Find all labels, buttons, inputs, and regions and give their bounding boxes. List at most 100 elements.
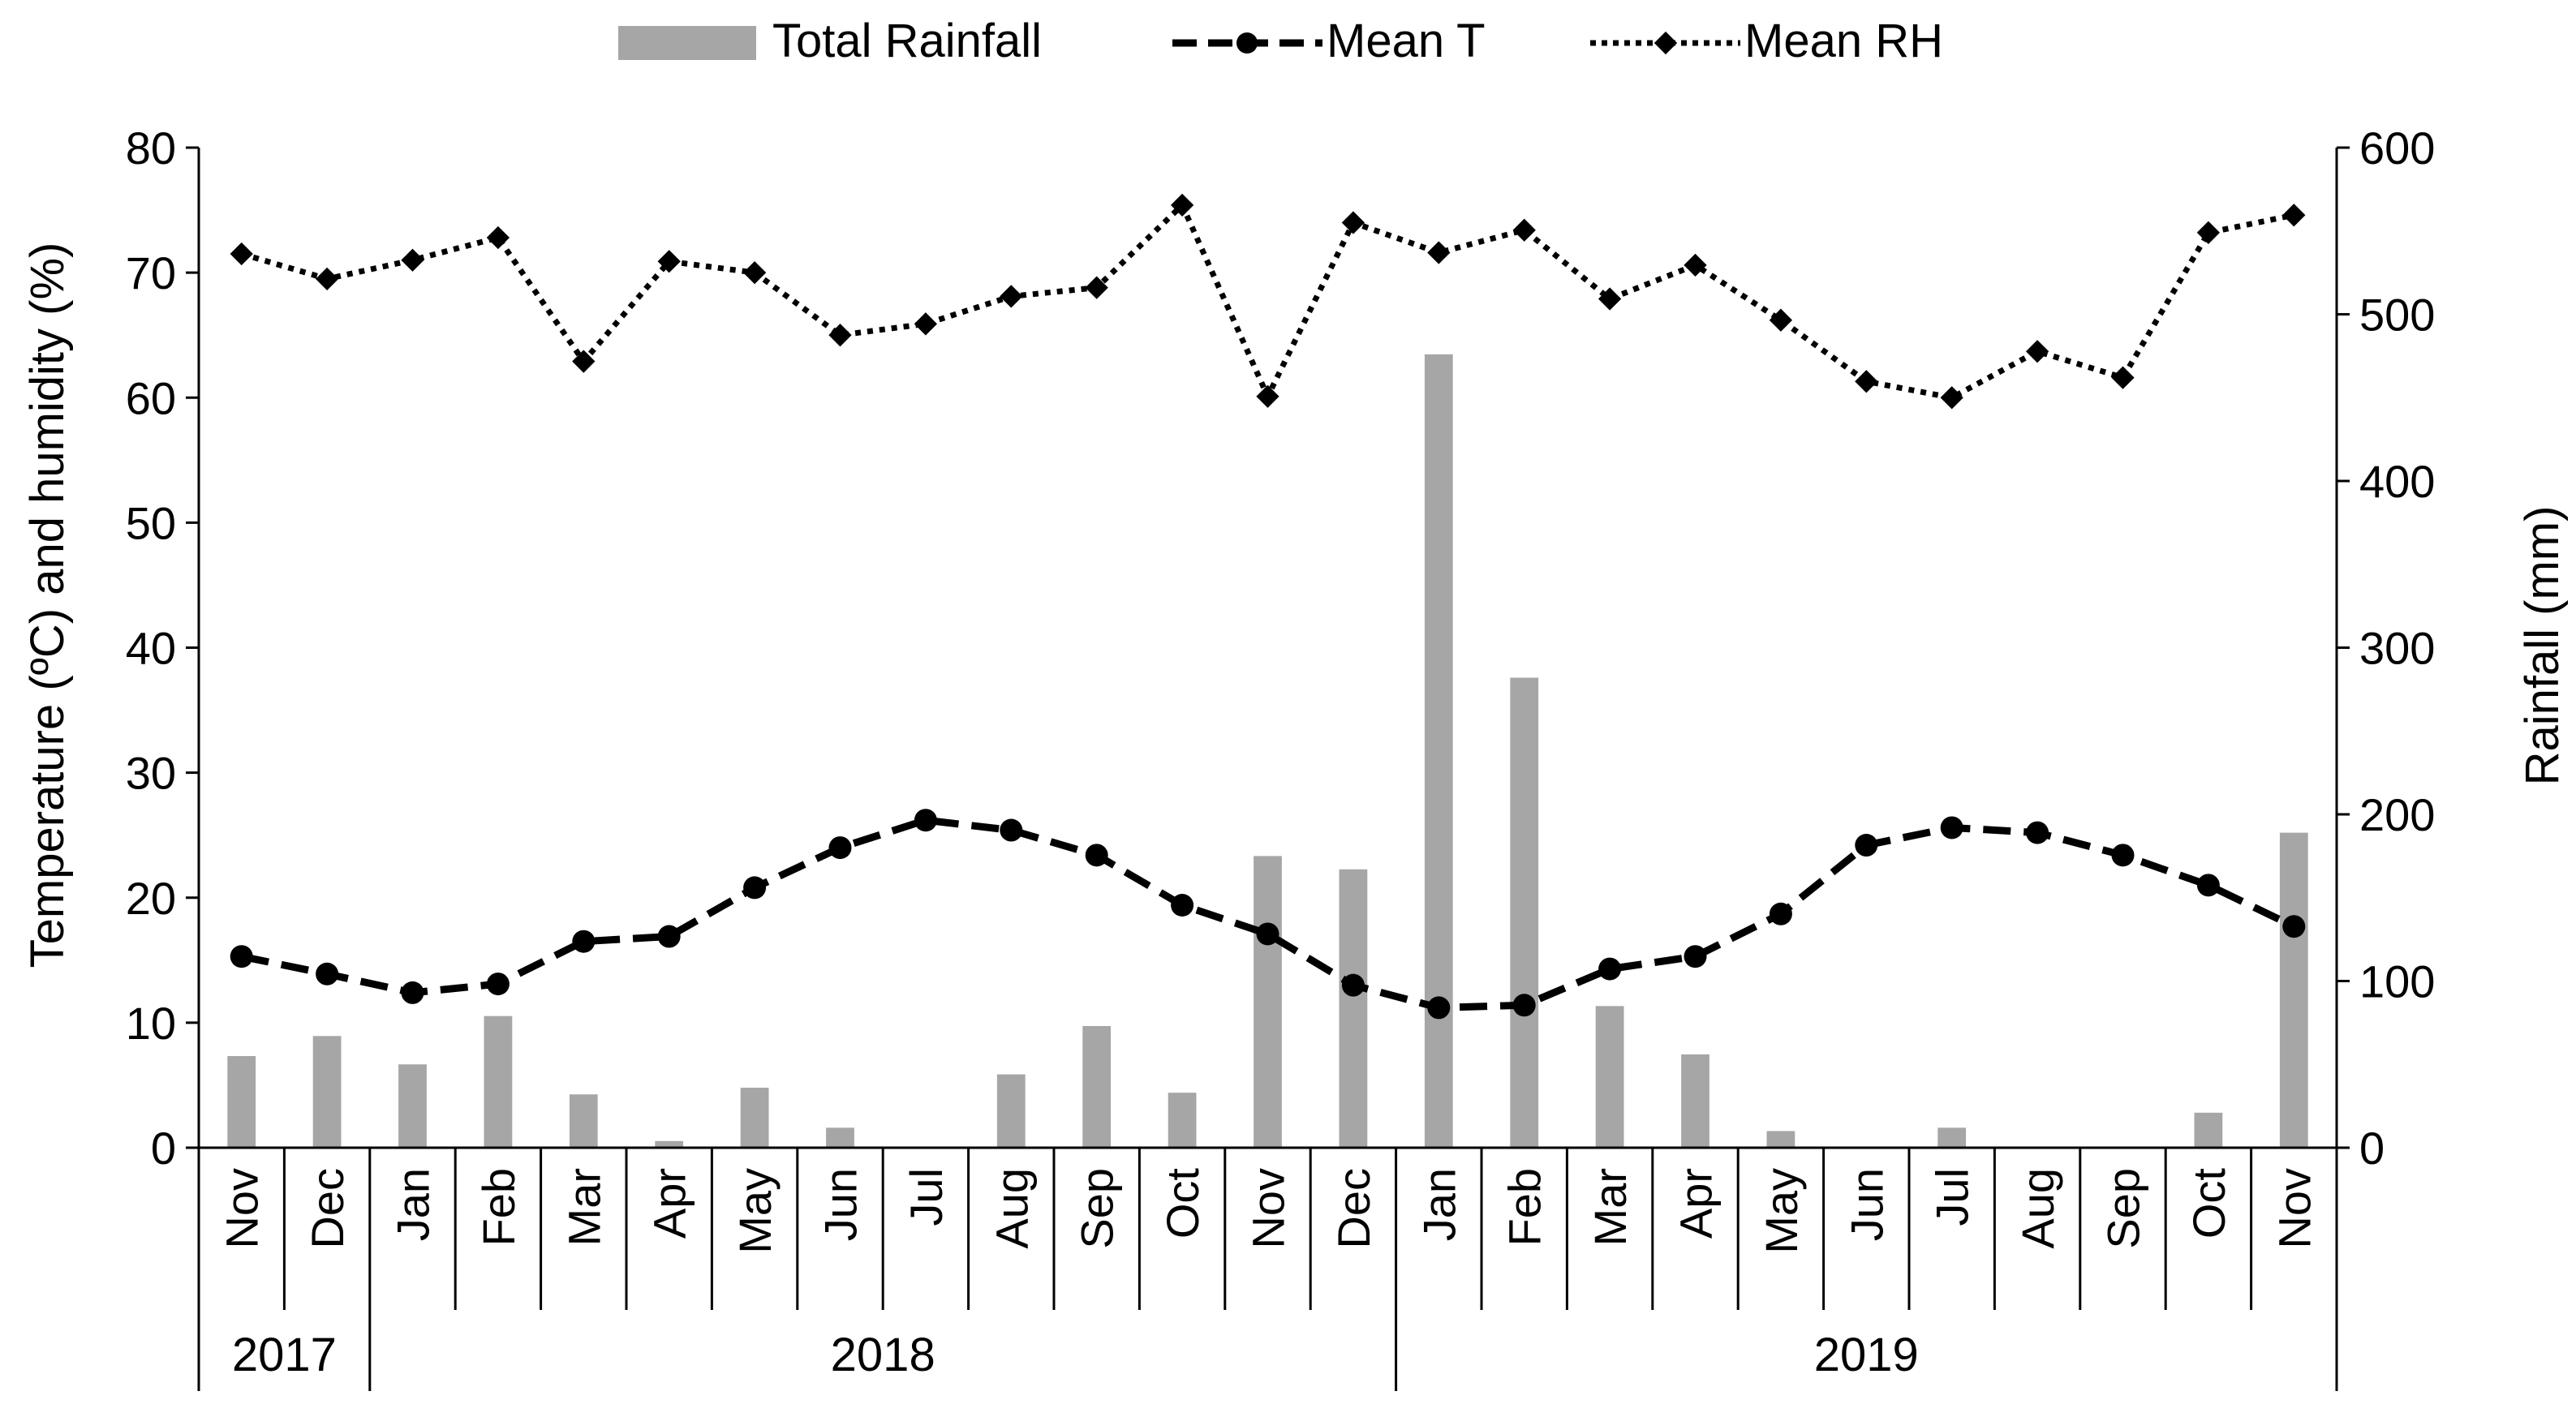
mean-t-point	[2282, 915, 2306, 938]
y-left-tick-label: 70	[126, 247, 176, 298]
y-left-tick-label: 20	[126, 873, 176, 924]
legend-marker-mean-rh	[1654, 31, 1678, 55]
legend-marker-mean-t	[1236, 32, 1258, 54]
mean-rh-point	[2025, 340, 2049, 363]
mean-t-point	[316, 962, 339, 985]
legend-label-rainfall: Total Rainfall	[772, 15, 1042, 67]
x-category-label: Aug	[2012, 1168, 2063, 1249]
mean-t-point	[1256, 922, 1279, 946]
mean-rh-point	[1170, 193, 1194, 217]
rainfall-bar	[740, 1088, 769, 1148]
mean-t-point	[1940, 816, 1963, 839]
mean-t-point	[486, 973, 510, 996]
mean-rh-point	[2111, 366, 2135, 389]
x-category-label: Oct	[1157, 1168, 1208, 1239]
mean-t-point	[1427, 996, 1451, 1020]
rainfall-bar	[484, 1016, 513, 1148]
y-left-tick-label: 50	[126, 497, 176, 548]
y-left-tick-label: 40	[126, 623, 176, 674]
mean-rh-point	[401, 248, 424, 272]
mean-rh-point	[2196, 221, 2221, 244]
x-axis-years: 2017 2018 2019	[197, 1310, 2338, 1391]
mean-t-point	[1855, 834, 1878, 857]
mean-rh-point	[657, 250, 681, 273]
legend-label-mean-rh: Mean RH	[1744, 15, 1943, 67]
rainfall-bar	[569, 1094, 598, 1148]
rainfall-bar	[1082, 1025, 1112, 1148]
mean-rh-point	[1512, 218, 1536, 242]
mean-rh-point	[1341, 211, 1365, 234]
x-category-label: May	[1756, 1168, 1807, 1254]
x-category-label: Apr	[1671, 1168, 1722, 1239]
mean-t-point	[828, 836, 852, 860]
x-category-label: Jun	[1841, 1168, 1892, 1241]
rainfall-bar	[227, 1055, 256, 1148]
mean-t-point	[572, 930, 596, 953]
mean-rh-point	[2282, 204, 2306, 227]
mean-t-point	[2026, 821, 2049, 844]
rainfall-bar	[1339, 869, 1368, 1148]
rainfall-bar	[398, 1064, 427, 1148]
mean-t-point	[230, 945, 253, 968]
rainfall-bar	[996, 1074, 1026, 1148]
y-left-tick-label: 0	[151, 1123, 176, 1174]
y-right-tick-label: 300	[2359, 623, 2435, 674]
mean-rh-point	[315, 267, 339, 290]
legend: Total Rainfall Mean T Mean RH	[618, 15, 1943, 67]
mean-t-point	[743, 876, 767, 900]
mean-rh-point	[828, 324, 852, 347]
mean-t-point	[914, 809, 937, 832]
mean-t-point	[1598, 957, 1622, 981]
mean-rh-point	[572, 350, 596, 373]
y-right-tick-label: 600	[2359, 122, 2435, 174]
mean-t-point	[1000, 818, 1023, 842]
mean-t-point	[1769, 902, 1792, 925]
rainfall-bar	[1510, 677, 1539, 1148]
mean-t-point	[1341, 973, 1365, 997]
mean-rh-point	[1000, 285, 1023, 308]
mean-rh-point	[1085, 276, 1108, 299]
mean-t-point	[2111, 844, 2135, 867]
rainfall-bar	[826, 1127, 854, 1148]
y-right-tick-label: 400	[2359, 456, 2435, 507]
y-left-tick-label: 60	[126, 372, 176, 423]
x-category-label: Dec	[302, 1168, 353, 1249]
legend-swatch-rainfall	[618, 26, 756, 60]
mean-rh-point	[1684, 253, 1707, 277]
rainfall-bar	[1424, 354, 1453, 1148]
mean-rh-series	[230, 193, 2306, 410]
x-category-label: Jul	[1927, 1168, 1978, 1226]
x-category-label: Sep	[2098, 1168, 2149, 1249]
mean-rh-point	[1855, 370, 1878, 393]
x-axis-categories: Nov Dec Jan Feb Mar Apr May Jun Jul Aug Sep Oct Nov D…	[197, 1148, 2338, 1310]
x-category-label: Dec	[1328, 1168, 1379, 1249]
mean-rh-point	[486, 225, 510, 250]
mean-rh-point	[742, 260, 767, 285]
mean-rh-point	[1940, 386, 1963, 410]
rainfall-bar	[2279, 832, 2308, 1148]
x-category-label: Feb	[1499, 1168, 1550, 1247]
x-category-label: Nov	[217, 1168, 268, 1249]
rainfall-bar	[1168, 1093, 1197, 1148]
year-label: 2017	[232, 1329, 337, 1381]
year-label: 2018	[831, 1329, 935, 1381]
mean-t-point	[1085, 844, 1108, 867]
x-category-label: Nov	[2269, 1168, 2320, 1249]
x-category-label: Jul	[901, 1168, 952, 1226]
mean-t-series	[230, 809, 2306, 1020]
y-left-tick-label: 80	[126, 122, 176, 174]
x-category-label: Apr	[644, 1168, 695, 1239]
left-axis-ticks: 0 10 20 30 40 50 60 70 80	[126, 122, 199, 1174]
mean-rh-point	[1256, 384, 1279, 408]
y-left-tick-label: 10	[126, 998, 176, 1049]
mean-rh-line	[240, 202, 2295, 401]
x-category-label: Sep	[1072, 1168, 1123, 1249]
mean-t-point	[657, 925, 681, 948]
mean-rh-point	[1427, 241, 1451, 264]
rainfall-bar	[1254, 856, 1282, 1148]
right-axis-ticks: 0 100 200 300 400 500 600	[2337, 122, 2435, 1174]
x-category-label: Jan	[1413, 1168, 1464, 1241]
mean-t-point	[401, 981, 424, 1004]
year-label: 2019	[1814, 1329, 1919, 1381]
